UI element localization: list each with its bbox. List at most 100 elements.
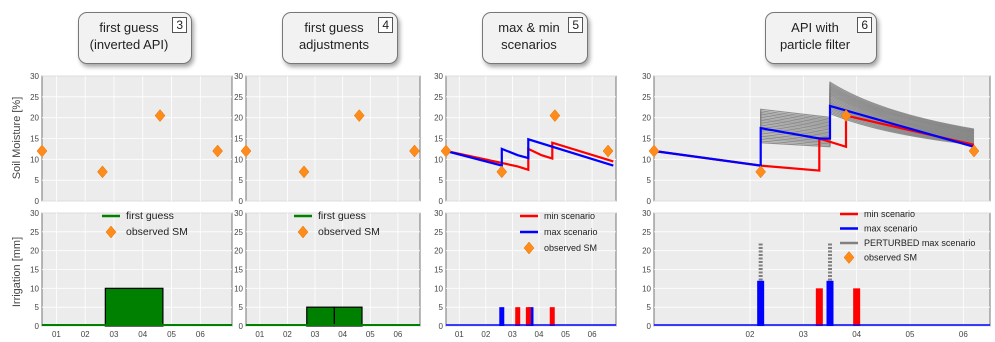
legend-observed-marker (523, 241, 535, 255)
xtick-label: 01 (52, 330, 61, 339)
sm-ytick-label: 0 (647, 197, 652, 206)
callout-line1: first guess (99, 20, 159, 35)
observed-sm-point (602, 144, 614, 158)
irrigation-ytick-label: 5 (647, 303, 652, 312)
legend-label: first guess (318, 210, 366, 222)
irrigation-ytick-label: 25 (434, 228, 443, 237)
legend-observed-marker (105, 225, 117, 239)
irrigation-ytick-label: 30 (434, 209, 443, 218)
irrigation-ytick-label: 20 (234, 247, 243, 256)
sm-ytick-label: 15 (234, 135, 243, 144)
callout-line1: max & min (498, 20, 560, 35)
max-scenario-bar (826, 280, 834, 326)
irrigation-ytick-label: 25 (642, 228, 651, 237)
observed-sm-point (549, 109, 561, 122)
observed-sm-point (97, 165, 108, 179)
callout-line2: adjustments (298, 37, 370, 52)
irrigation-ytick-label: 5 (35, 303, 40, 312)
ylabel-irrigation: Irrigation [mm] (11, 237, 23, 307)
min-scenario-bar (853, 288, 861, 326)
irrigation-ytick-label: 10 (30, 284, 39, 293)
legend-label: first guess (126, 210, 174, 222)
xtick-label: 05 (561, 330, 570, 339)
callout-first-guess-adjustments: first guess adjustments 4 (282, 12, 398, 64)
legend: min scenario max scenario observed SM (520, 211, 598, 255)
xtick-label: 06 (393, 330, 402, 339)
min-scenario-line (445, 141, 614, 172)
callout-line1: first guess (304, 20, 364, 35)
irrigation-ytick-label: 15 (642, 266, 651, 275)
sm-ytick-label: 20 (30, 114, 39, 123)
sm-ytick-label: 10 (30, 155, 39, 164)
irrigation-ytick-label: 0 (35, 322, 40, 331)
xtick-label: 05 (167, 330, 176, 339)
irrigation-ytick-label: 0 (239, 322, 244, 331)
min-scenario-bar (549, 307, 555, 326)
legend-label: max scenario (544, 227, 598, 237)
legend-observed-marker (843, 251, 855, 264)
irrigation-ytick-label: 20 (642, 247, 651, 256)
observed-sm-point (648, 144, 660, 158)
observed-sm-point (755, 165, 766, 179)
xtick-label: 04 (535, 330, 544, 339)
sm-ytick-label: 10 (434, 155, 443, 164)
sm-ytick-label: 0 (439, 197, 444, 206)
sm-ytick-label: 20 (234, 114, 243, 123)
legend-label: min scenario (544, 211, 595, 221)
sm-ytick-label: 30 (434, 72, 443, 81)
callout-number: 6 (857, 17, 872, 33)
irrigation-ytick-label: 30 (30, 209, 39, 218)
xtick-label: 03 (311, 330, 320, 339)
xtick-label: 05 (906, 330, 915, 339)
sm-ytick-label: 15 (434, 135, 443, 144)
observed-sm-point (240, 144, 252, 158)
callout-number: 3 (172, 17, 187, 33)
sm-ytick-label: 5 (35, 176, 40, 185)
sm-ytick-label: 25 (30, 93, 39, 102)
xtick-label: 05 (366, 330, 375, 339)
xtick-label: 03 (508, 330, 517, 339)
sm-ytick-label: 25 (642, 93, 651, 102)
callout-first-guess-inverted-api: first guess (inverted API) 3 (78, 12, 192, 64)
xtick-label: 06 (959, 330, 968, 339)
legend: min scenario max scenario PERTURBED max sc… (840, 209, 975, 264)
irrigation-ytick-label: 10 (642, 284, 651, 293)
observed-sm-point (440, 144, 452, 158)
legend-observed-marker (297, 225, 309, 239)
callout-line2: scenarios (501, 37, 557, 52)
max-scenario-bar (757, 280, 765, 326)
callout-max-min-scenarios: max & min scenarios 5 (482, 12, 588, 64)
irrigation-ytick-label: 0 (439, 322, 444, 331)
xtick-label: 02 (481, 330, 490, 339)
ylabel-soil-moisture: Soil Moisture [%] (11, 97, 23, 180)
sm-ytick-label: 0 (35, 197, 40, 206)
irrigation-ytick-label: 10 (234, 284, 243, 293)
legend-label: max scenario (864, 224, 918, 234)
legend-label: observed SM (864, 253, 917, 263)
sm-ytick-label: 0 (239, 197, 244, 206)
irrigation-ytick-label: 15 (434, 266, 443, 275)
irrigation-ytick-label: 20 (30, 247, 39, 256)
observed-sm-point (968, 144, 980, 158)
observed-sm-point (154, 109, 166, 122)
sm-ytick-label: 20 (642, 114, 651, 123)
observed-sm-point (353, 109, 365, 122)
legend: first guess observed SM (102, 210, 188, 239)
legend-label: observed SM (318, 226, 380, 238)
legend: first guess observed SM (294, 210, 380, 239)
first-guess-bar (104, 287, 164, 327)
observed-sm-point (409, 144, 420, 158)
sm-ytick-label: 30 (30, 72, 39, 81)
sm-ytick-label: 10 (234, 155, 243, 164)
min-scenario-bar (515, 307, 521, 326)
callout-number: 5 (568, 17, 583, 33)
min-scenario-bar (815, 288, 823, 326)
legend-label: observed SM (126, 226, 188, 238)
irrigation-ytick-label: 5 (239, 303, 244, 312)
irrigation-ytick-label: 20 (434, 247, 443, 256)
